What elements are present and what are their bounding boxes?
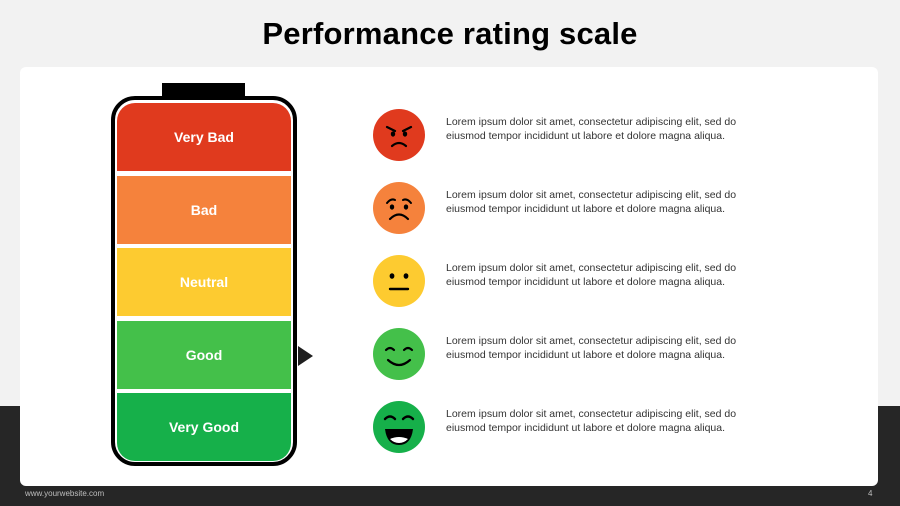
segment-neutral: Neutral bbox=[117, 248, 291, 316]
grinning-face-icon bbox=[373, 401, 425, 453]
description-good: Lorem ipsum dolor sit amet, consectetur … bbox=[446, 335, 737, 361]
angry-face-icon bbox=[373, 109, 425, 161]
segment-bad: Bad bbox=[117, 176, 291, 244]
segment-very-bad: Very Bad bbox=[117, 103, 291, 171]
segment-good: Good bbox=[117, 321, 291, 389]
page-title: Performance rating scale bbox=[262, 16, 638, 51]
description-very-bad: Lorem ipsum dolor sit amet, consectetur … bbox=[446, 116, 737, 142]
page-number: 4 bbox=[868, 489, 873, 498]
footer-url: www.yourwebsite.com bbox=[25, 489, 105, 498]
description-very-good: Lorem ipsum dolor sit amet, consectetur … bbox=[446, 408, 737, 434]
neutral-face-icon bbox=[373, 255, 425, 307]
smiling-face-icon bbox=[373, 328, 425, 380]
sad-face-icon bbox=[373, 182, 425, 234]
description-neutral: Lorem ipsum dolor sit amet, consectetur … bbox=[446, 262, 737, 288]
segment-very-good: Very Good bbox=[117, 393, 291, 461]
description-bad: Lorem ipsum dolor sit amet, consectetur … bbox=[446, 189, 737, 215]
selection-pointer-icon bbox=[298, 346, 313, 366]
battery-cap bbox=[162, 83, 245, 100]
